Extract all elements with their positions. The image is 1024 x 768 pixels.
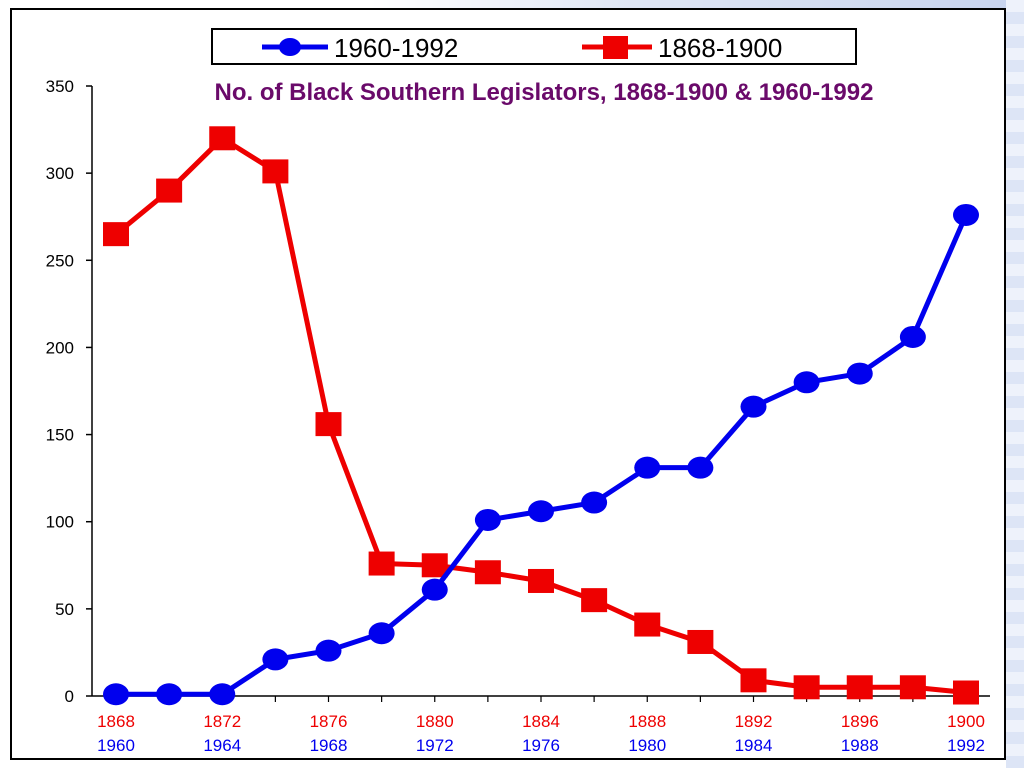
series-1960-1992 [103, 203, 979, 706]
x-tick-label-top: 1892 [735, 712, 773, 731]
data-point-1960-1992 [740, 395, 767, 418]
y-tick-label: 300 [46, 164, 74, 183]
x-tick-label-top: 1888 [628, 712, 666, 731]
legend-label-1960-1992: 1960-1992 [334, 33, 458, 63]
legend-marker-square [603, 36, 628, 59]
data-point-1960-1992 [209, 683, 236, 706]
data-point-1868-1900 [793, 675, 820, 700]
y-tick-label: 350 [46, 77, 74, 96]
x-tick-label-bottom: 1972 [416, 736, 454, 755]
x-tick-label-top: 1880 [416, 712, 454, 731]
data-point-1868-1900 [581, 588, 608, 613]
data-point-1868-1900 [528, 568, 554, 593]
data-point-1960-1992 [474, 508, 501, 531]
legend: 1960-1992 1868-1900 [211, 28, 857, 65]
data-point-1960-1992 [262, 648, 289, 671]
y-tick-label: 250 [46, 251, 74, 270]
x-ticks: 1868 1960 1872 1964 1876 1968 1880 1972 1884 1976… [97, 696, 985, 755]
data-point-1868-1900 [953, 680, 979, 705]
data-point-1960-1992 [368, 622, 395, 645]
data-point-1868-1900 [262, 159, 289, 184]
x-tick-label-bottom: 1960 [97, 736, 135, 755]
data-point-1868-1900 [209, 126, 236, 151]
decorative-top-strip [370, 0, 1024, 8]
data-point-1960-1992 [528, 500, 554, 523]
data-point-1868-1900 [474, 560, 501, 585]
data-point-1960-1992 [315, 639, 342, 662]
series-1868-1900 [103, 126, 979, 705]
chart-frame [10, 8, 1006, 760]
x-tick-label-top: 1900 [947, 712, 985, 731]
decorative-right-strip [1006, 0, 1024, 768]
data-point-1868-1900 [687, 629, 714, 654]
x-tick-label-top: 1872 [203, 712, 241, 731]
x-tick-label-top: 1884 [522, 712, 560, 731]
x-tick-label-bottom: 1968 [310, 736, 348, 755]
data-point-1960-1992 [899, 325, 926, 348]
series-line-1960-1992 [116, 213, 969, 697]
x-tick-label-bottom: 1988 [841, 736, 879, 755]
legend-label-1868-1900: 1868-1900 [658, 33, 782, 63]
y-tick-label: 0 [65, 687, 74, 706]
y-tick-label: 50 [55, 600, 74, 619]
x-tick-label-bottom: 1980 [628, 736, 666, 755]
x-tick-label-bottom: 1992 [947, 736, 985, 755]
data-point-1868-1900 [103, 222, 129, 247]
x-tick-label-bottom: 1964 [203, 736, 241, 755]
data-point-1868-1900 [740, 668, 767, 693]
data-point-1960-1992 [634, 456, 661, 479]
data-point-1960-1992 [103, 683, 129, 706]
x-tick-label-top: 1868 [97, 712, 135, 731]
data-point-1960-1992 [953, 203, 979, 226]
data-point-1868-1900 [846, 675, 873, 700]
data-point-1868-1900 [421, 553, 448, 578]
chart-title: No. of Black Southern Legislators, 1868-… [215, 79, 874, 106]
data-point-1960-1992 [846, 362, 873, 385]
x-tick-label-bottom: 1984 [735, 736, 773, 755]
data-point-1868-1900 [315, 412, 342, 437]
axes [91, 86, 990, 697]
data-point-1960-1992 [156, 683, 183, 706]
data-point-1868-1900 [634, 612, 661, 637]
x-tick-label-bottom: 1976 [522, 736, 560, 755]
y-ticks: 0 50 100 150 200 250 300 350 [46, 77, 92, 706]
data-point-1868-1900 [156, 178, 183, 203]
data-point-1960-1992 [581, 491, 608, 514]
y-tick-label: 200 [46, 338, 74, 357]
y-tick-label: 100 [46, 513, 74, 532]
data-point-1960-1992 [793, 371, 820, 394]
data-point-1868-1900 [368, 551, 395, 576]
y-tick-label: 150 [46, 426, 74, 445]
series-line-1868-1900 [114, 135, 967, 696]
data-point-1868-1900 [899, 675, 926, 700]
data-point-1960-1992 [421, 578, 448, 601]
data-point-1960-1992 [687, 456, 714, 479]
x-tick-label-top: 1876 [310, 712, 348, 731]
legend-marker-circle [279, 38, 301, 56]
x-tick-label-top: 1896 [841, 712, 879, 731]
